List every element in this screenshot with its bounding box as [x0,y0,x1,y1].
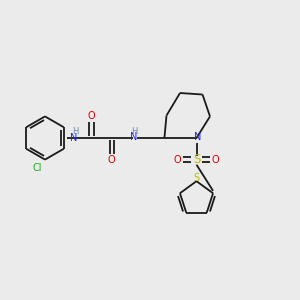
Text: O: O [212,154,219,165]
Text: O: O [108,154,116,165]
Text: O: O [88,111,95,122]
Text: S: S [194,172,200,183]
Text: N: N [130,132,138,142]
Text: N: N [194,132,201,142]
Text: H: H [72,127,78,136]
Text: H: H [131,127,138,136]
Text: Cl: Cl [33,163,42,173]
Text: N: N [70,133,77,143]
Text: O: O [174,154,182,165]
Text: S: S [193,153,200,166]
